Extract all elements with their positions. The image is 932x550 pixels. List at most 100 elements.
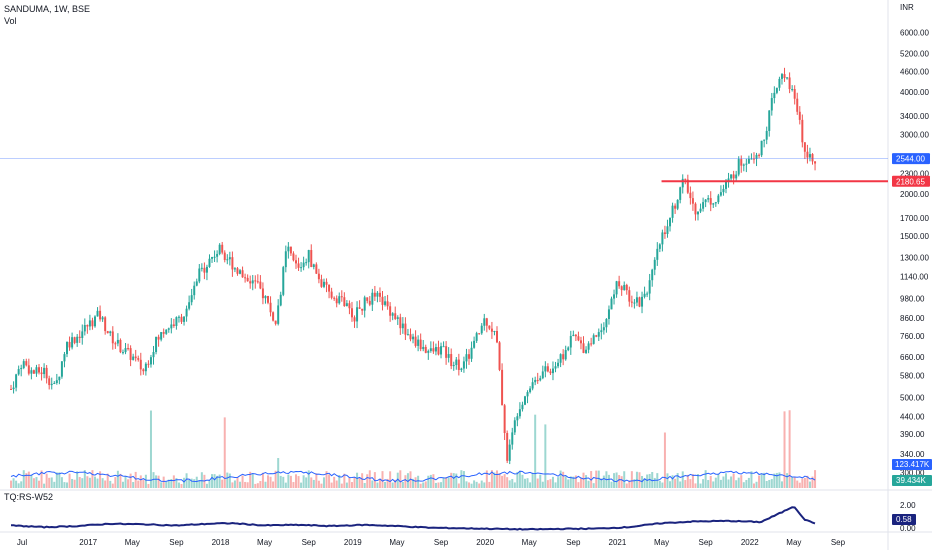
- volume-bar: [384, 481, 387, 488]
- volume-bar: [702, 479, 705, 488]
- candle-body: [780, 74, 783, 79]
- candle-body: [231, 257, 234, 270]
- volume-bar: [646, 474, 649, 488]
- candle-body: [264, 295, 267, 299]
- indicator-last-tag: 0.58: [892, 514, 916, 525]
- candle-body: [798, 111, 801, 120]
- candle-body: [239, 270, 242, 274]
- candle-body: [394, 313, 397, 319]
- volume-bar: [378, 479, 381, 488]
- volume-bar: [610, 481, 613, 488]
- candle-body: [770, 98, 773, 111]
- volume-bar: [38, 480, 41, 488]
- candle-body: [312, 264, 315, 267]
- volume-bar: [422, 482, 425, 488]
- price-tick-14: 760.00: [900, 332, 925, 341]
- volume-bar: [684, 480, 687, 488]
- candle-body: [719, 192, 722, 196]
- volume-bar: [669, 481, 672, 488]
- candle-body: [681, 178, 684, 188]
- volume-bar: [445, 477, 448, 488]
- candle-body: [20, 367, 23, 370]
- candle-body: [684, 178, 687, 180]
- volume-bar: [470, 483, 473, 488]
- volume-bar: [651, 472, 654, 488]
- candle-body: [99, 310, 102, 320]
- volume-bar: [549, 479, 552, 488]
- volume-bar: [124, 475, 127, 488]
- volume-bar: [737, 477, 740, 488]
- candle-body: [363, 297, 366, 311]
- volume-bar: [340, 483, 343, 488]
- volume-bar: [709, 475, 712, 488]
- volume-bar: [719, 479, 722, 488]
- volume-bar: [142, 479, 145, 488]
- volume-bar: [564, 476, 567, 488]
- candle-body: [653, 259, 656, 270]
- volume-bar: [317, 480, 320, 488]
- volume-bar: [60, 477, 63, 488]
- candle-body: [651, 269, 654, 281]
- volume-bar: [35, 477, 38, 488]
- candle-body: [399, 317, 402, 329]
- volume-bar: [755, 481, 758, 488]
- candle-body: [577, 336, 580, 341]
- volume-bar: [714, 477, 717, 488]
- candle-body: [496, 330, 499, 343]
- volume-bar: [361, 473, 364, 488]
- price-tick-4: 3400.00: [900, 112, 929, 121]
- candle-body: [717, 195, 720, 203]
- candle-body: [516, 416, 519, 421]
- candle-body: [602, 327, 605, 331]
- volume-bar: [661, 482, 664, 488]
- candle-body: [814, 161, 817, 164]
- candle-body: [350, 308, 353, 318]
- candle-body: [694, 203, 697, 215]
- candle-body: [498, 342, 501, 370]
- candle-body: [691, 198, 694, 204]
- volume-bar: [745, 479, 748, 488]
- candle-body: [646, 293, 649, 295]
- candle-body: [808, 154, 811, 158]
- candle-body: [722, 188, 725, 193]
- time-tick-1: 2017: [79, 538, 97, 547]
- volume-bar: [691, 474, 694, 488]
- candle-body: [470, 347, 473, 359]
- candle-body: [661, 232, 664, 245]
- candle-body: [737, 159, 740, 175]
- volume-bar: [758, 475, 761, 488]
- candle-body: [198, 268, 201, 282]
- volume-bar: [440, 482, 443, 488]
- volume-bar: [613, 473, 616, 488]
- candle-body: [445, 346, 448, 358]
- volume-bar: [778, 472, 781, 488]
- time-axis[interactable]: Jul 2017 May Sep 2018 May Sep 2019 May Sep 2020 May…: [17, 538, 846, 547]
- candle-body: [40, 372, 43, 375]
- volume-bar: [180, 483, 183, 488]
- candle-body: [638, 297, 641, 307]
- volume-bar: [620, 476, 623, 488]
- candle-body: [625, 284, 628, 291]
- price-axis[interactable]: 6000.00 5200.00 4600.00 4000.00 3400.00 3000.…: [900, 29, 929, 478]
- candle-body: [17, 369, 20, 375]
- volume-bar: [730, 476, 733, 488]
- price-tick-16: 580.00: [900, 372, 925, 381]
- volume-bar: [244, 481, 247, 488]
- candle-body: [233, 268, 236, 270]
- volume-bar: [559, 470, 562, 488]
- candle-body: [506, 433, 509, 461]
- candle-body: [356, 307, 359, 322]
- candle-body: [768, 110, 771, 131]
- candle-body: [149, 357, 152, 365]
- volume-bar: [15, 480, 18, 488]
- candle-body: [414, 336, 417, 346]
- volume-bar: [396, 472, 399, 488]
- volume-bar: [104, 480, 107, 488]
- volume-bar: [511, 478, 514, 488]
- volume-bar: [371, 480, 374, 488]
- volume-group: [10, 410, 817, 488]
- volume-bar: [625, 483, 628, 488]
- volume-bar: [803, 477, 806, 488]
